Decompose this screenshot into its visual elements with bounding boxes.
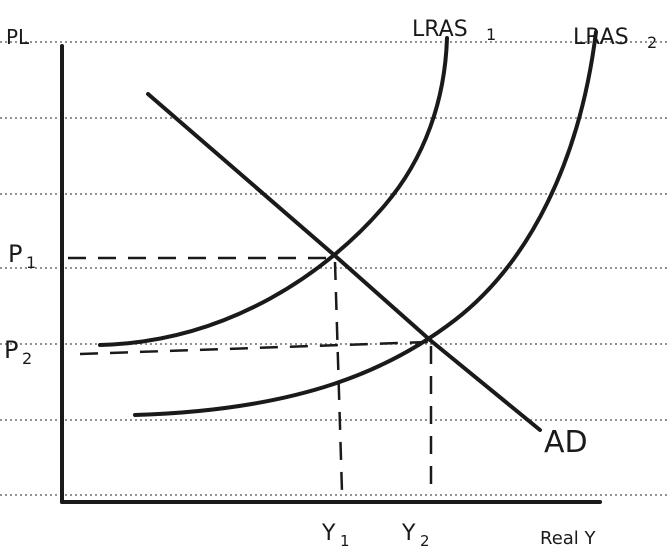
lras1-label-sub: 1	[486, 25, 496, 44]
lras2-curve	[133, 30, 598, 417]
lras2-label-sub: 2	[647, 33, 657, 52]
lras2-label: LRAS 2	[573, 25, 657, 52]
ad-curve	[146, 92, 542, 432]
y-axis-label: PL	[6, 25, 30, 49]
p2-label-text: P	[4, 336, 18, 364]
axes	[60, 44, 602, 504]
lras2-label-text: LRAS	[573, 25, 629, 50]
p1-label-text: P	[8, 240, 22, 268]
ad-label: AD	[544, 425, 588, 460]
y2-label-sub: 2	[420, 532, 430, 548]
p2-label-sub: 2	[22, 349, 32, 368]
p2-label: P 2	[4, 336, 32, 368]
lras1-label: LRAS 1	[412, 17, 496, 44]
y2-label: Y 2	[401, 521, 430, 548]
p1-label: P 1	[8, 240, 36, 272]
y1-label: Y 1	[321, 521, 350, 548]
lras1-label-text: LRAS	[412, 17, 468, 42]
x-axis-label: Real Y	[540, 528, 597, 548]
guide-lines	[68, 256, 433, 494]
y2-label-text: Y	[401, 521, 416, 546]
y1-label-text: Y	[321, 521, 336, 546]
curves	[98, 30, 598, 432]
p1-label-sub: 1	[26, 253, 36, 272]
y1-label-sub: 1	[340, 532, 350, 548]
lras1-curve	[98, 36, 449, 347]
y1-guide	[333, 261, 344, 493]
